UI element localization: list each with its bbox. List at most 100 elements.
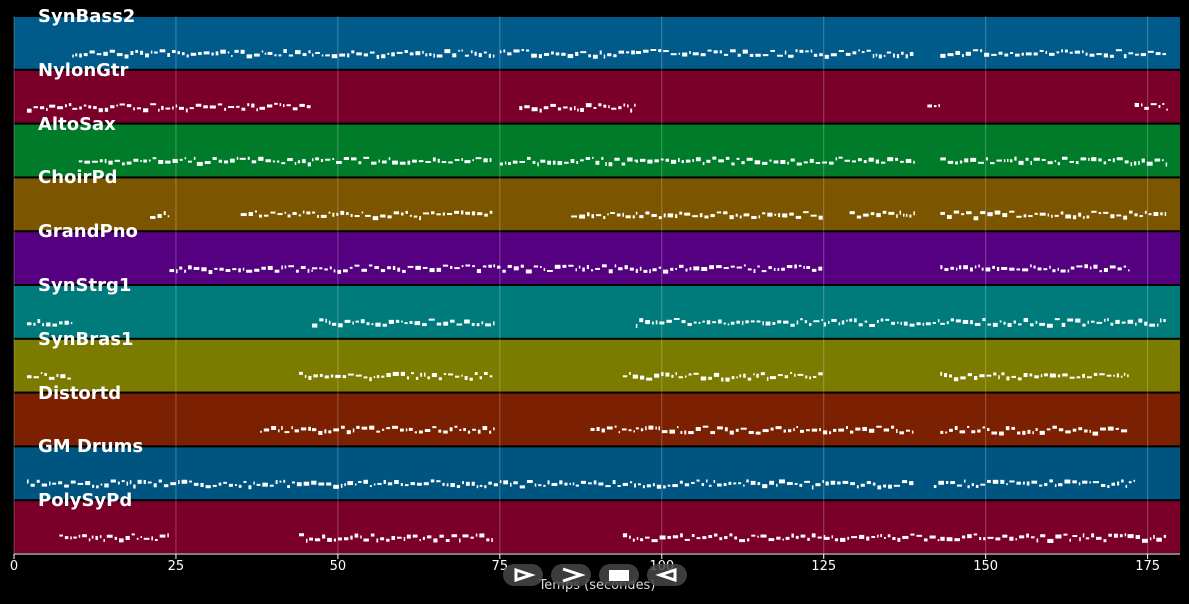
note	[648, 425, 654, 430]
note	[175, 104, 178, 108]
note	[1084, 264, 1088, 269]
note	[436, 480, 441, 483]
note	[783, 429, 787, 433]
note	[1006, 483, 1008, 486]
note	[507, 52, 512, 56]
note	[68, 103, 72, 107]
note	[314, 538, 321, 542]
note	[471, 211, 476, 216]
note	[157, 213, 162, 218]
note	[223, 481, 227, 484]
note	[325, 54, 330, 57]
note	[363, 376, 368, 379]
note	[1115, 49, 1122, 52]
note	[699, 213, 703, 218]
note	[479, 533, 485, 538]
note	[940, 322, 945, 325]
note	[982, 426, 986, 429]
note	[893, 484, 900, 487]
note	[433, 53, 435, 58]
note	[189, 480, 192, 483]
note	[1120, 429, 1128, 433]
note	[623, 103, 626, 107]
note	[953, 210, 960, 214]
note	[307, 268, 310, 273]
note	[614, 264, 617, 268]
note	[729, 533, 733, 537]
note	[396, 51, 403, 54]
note	[228, 106, 235, 109]
note	[933, 485, 937, 489]
note	[208, 270, 213, 275]
note	[1023, 373, 1028, 378]
note	[1119, 534, 1123, 538]
note	[254, 268, 260, 272]
note	[1040, 534, 1046, 538]
note	[1133, 479, 1136, 482]
note	[940, 157, 946, 161]
note	[624, 265, 628, 270]
note	[578, 265, 581, 269]
note	[278, 54, 282, 57]
note	[1116, 481, 1120, 486]
note	[1107, 318, 1109, 322]
note	[1049, 479, 1053, 483]
forward-button[interactable]	[551, 564, 591, 586]
note	[422, 323, 427, 327]
note	[554, 264, 561, 269]
note	[225, 269, 231, 273]
track-label: PolySyPd	[38, 490, 133, 512]
note	[766, 376, 769, 381]
note	[217, 103, 223, 106]
rewind-button[interactable]	[647, 564, 687, 586]
note	[687, 322, 692, 326]
note	[383, 479, 386, 484]
note	[580, 480, 586, 484]
note	[551, 482, 558, 486]
note	[313, 374, 318, 378]
note	[640, 538, 644, 542]
note	[328, 430, 332, 434]
note	[713, 372, 720, 377]
note	[126, 104, 132, 108]
note	[1039, 430, 1045, 435]
note	[577, 108, 579, 112]
note	[1011, 426, 1016, 430]
note	[1061, 156, 1068, 160]
note	[1025, 52, 1032, 56]
x-tick-label: 50	[329, 559, 347, 574]
note	[702, 536, 707, 540]
note	[580, 107, 584, 112]
note	[540, 159, 546, 163]
note	[1017, 323, 1022, 326]
note	[967, 534, 972, 539]
note	[218, 159, 223, 163]
note	[643, 49, 649, 53]
x-tick-label: 0	[9, 559, 19, 574]
note	[592, 54, 598, 59]
note-group	[150, 210, 1167, 221]
note	[735, 428, 739, 432]
note	[92, 160, 98, 163]
note	[1159, 318, 1162, 323]
note	[665, 158, 670, 162]
note	[462, 481, 464, 485]
note	[1009, 267, 1015, 271]
note	[392, 371, 399, 376]
note	[308, 426, 311, 431]
note	[1009, 159, 1013, 163]
note	[708, 484, 712, 487]
note	[172, 106, 174, 110]
note	[708, 376, 712, 380]
note	[639, 375, 645, 380]
play-button[interactable]	[503, 564, 543, 586]
note	[992, 265, 995, 269]
note	[902, 535, 909, 539]
note	[445, 539, 450, 543]
note	[618, 431, 621, 434]
note	[261, 266, 266, 270]
note	[1149, 323, 1156, 327]
stop-button[interactable]	[599, 564, 639, 586]
note	[1096, 53, 1102, 56]
note	[659, 321, 665, 325]
